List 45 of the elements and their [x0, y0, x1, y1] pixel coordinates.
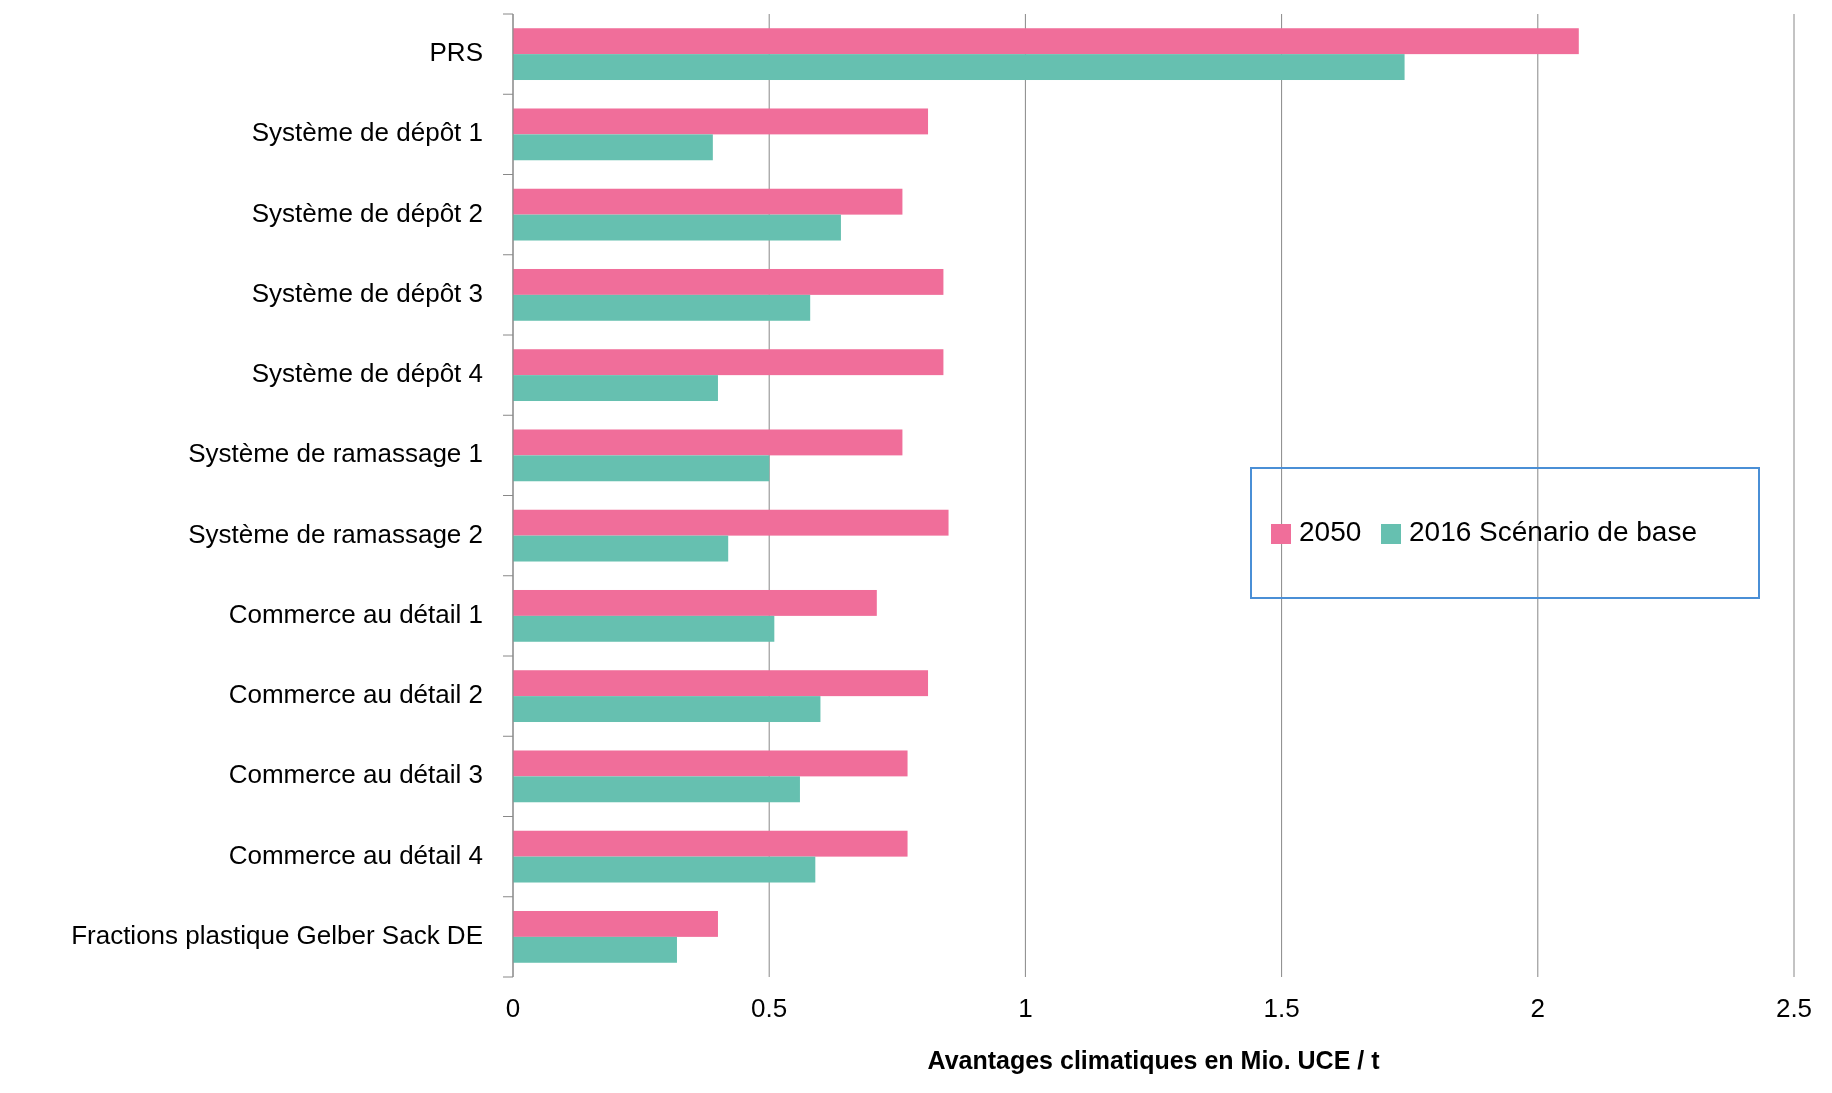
bar [513, 615, 775, 642]
bar [513, 429, 903, 456]
y-tick-label: Système de dépôt 4 [251, 358, 483, 388]
bar [513, 535, 729, 562]
x-tick-label: 1.5 [1263, 993, 1300, 1023]
bar [513, 856, 816, 883]
legend-label: 2050 [1299, 516, 1362, 548]
bar [513, 268, 944, 295]
bar [513, 455, 770, 482]
bar [513, 936, 677, 963]
y-tick-label: Commerce au détail 2 [228, 679, 483, 709]
y-tick-label: Système de ramassage 1 [188, 438, 483, 469]
bar [513, 589, 877, 616]
y-tick-label: Système de dépôt 1 [251, 117, 483, 148]
y-tick-label: Système de ramassage 2 [188, 518, 483, 549]
bar [513, 830, 908, 857]
bar [513, 108, 929, 135]
bar [513, 670, 929, 697]
bar [513, 375, 718, 402]
x-tick-label: 2 [1530, 993, 1546, 1023]
y-tick-label: Commerce au détail 1 [228, 598, 483, 629]
bar [513, 294, 811, 321]
x-axis-title: Avantages climatiques en Mio. UCE / t [927, 1046, 1381, 1074]
y-tick-label: Fractions plastique Gelber Sack DE [71, 919, 483, 950]
bar [513, 134, 713, 161]
bar [513, 54, 1405, 81]
y-tick-label: PRS [429, 37, 483, 67]
y-tick-label: Commerce au détail 4 [228, 839, 483, 870]
y-tick-label: Système de dépôt 3 [251, 277, 483, 308]
x-tick-label: 2.5 [1775, 993, 1813, 1023]
bar [513, 509, 949, 536]
bar [513, 750, 908, 777]
x-tick-label: 0 [505, 993, 521, 1023]
y-tick-label: Système de dépôt 2 [251, 197, 483, 228]
y-tick-label: Commerce au détail 3 [228, 759, 483, 790]
bar [513, 776, 800, 803]
bar [513, 188, 903, 215]
legend-label: 2016 Scénario de base [1409, 516, 1697, 548]
bar [513, 910, 718, 937]
bar [513, 349, 944, 376]
x-tick-label: 0.5 [751, 993, 788, 1023]
bar [513, 214, 841, 241]
bar [513, 28, 1579, 55]
bar [513, 696, 821, 723]
x-tick-label: 1 [1018, 993, 1033, 1023]
